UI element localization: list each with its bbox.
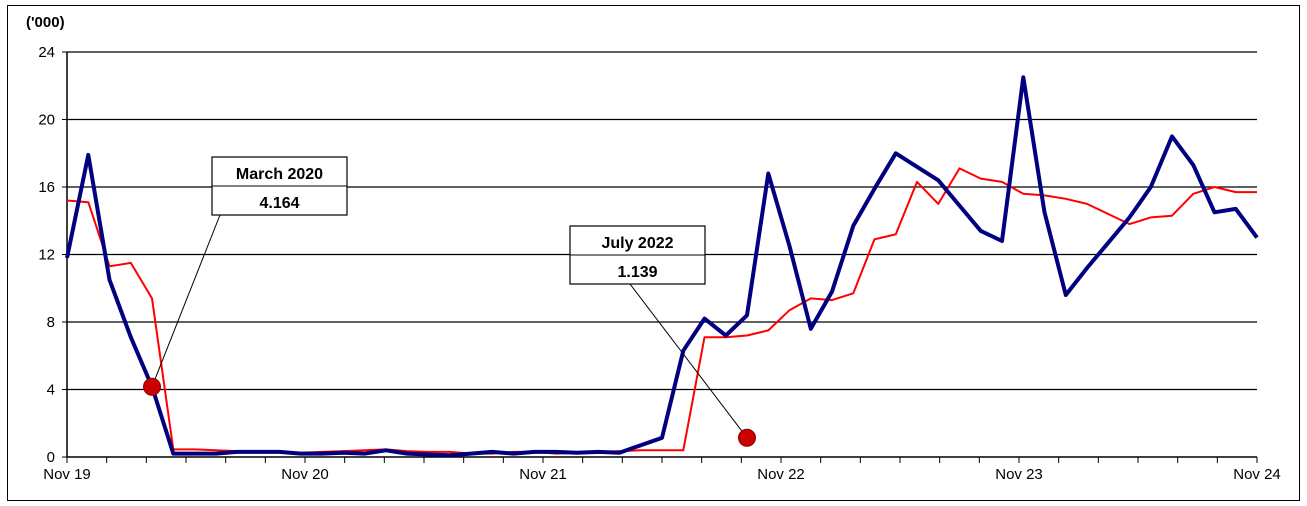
- y-tick-label: 8: [47, 314, 55, 331]
- x-tick-label: Nov 22: [757, 466, 805, 483]
- callout-marker: [143, 377, 161, 396]
- y-tick-labels: 0 4 8 12 16 20 24: [38, 44, 55, 466]
- x-tick-label: Nov 21: [519, 466, 567, 483]
- callouts: March 2020 4.164 July 2022 1.139: [143, 156, 756, 447]
- x-tick-label: Nov 19: [43, 466, 91, 483]
- callout-leader: [151, 214, 221, 387]
- y-tick-label: 12: [38, 247, 55, 264]
- x-tick-label: Nov 20: [281, 466, 329, 483]
- y-unit-label: ('000): [26, 14, 65, 31]
- series-line-a: [65, 75, 1259, 458]
- callout-title: March 2020: [236, 166, 323, 183]
- callout-value: 4.164: [259, 195, 299, 212]
- x-tick-label: Nov 23: [995, 466, 1043, 483]
- callout-marker: [738, 428, 756, 447]
- y-tick-label: 24: [38, 44, 55, 61]
- callout-value: 1.139: [617, 264, 657, 281]
- y-tick-label: 0: [47, 449, 55, 466]
- y-tick-label: 4: [47, 382, 55, 399]
- chart-frame: [7, 5, 1300, 501]
- y-tick-label: 16: [38, 179, 55, 196]
- y-tick-label: 20: [38, 112, 55, 129]
- x-tick-label: Nov 24: [1233, 466, 1281, 483]
- series-lines: [65, 75, 1259, 458]
- callout-title: July 2022: [601, 235, 673, 252]
- x-tick-labels: Nov 19 Nov 20 Nov 21 Nov 22 Nov 23 Nov 24: [43, 466, 1281, 483]
- callout-leader: [629, 283, 748, 439]
